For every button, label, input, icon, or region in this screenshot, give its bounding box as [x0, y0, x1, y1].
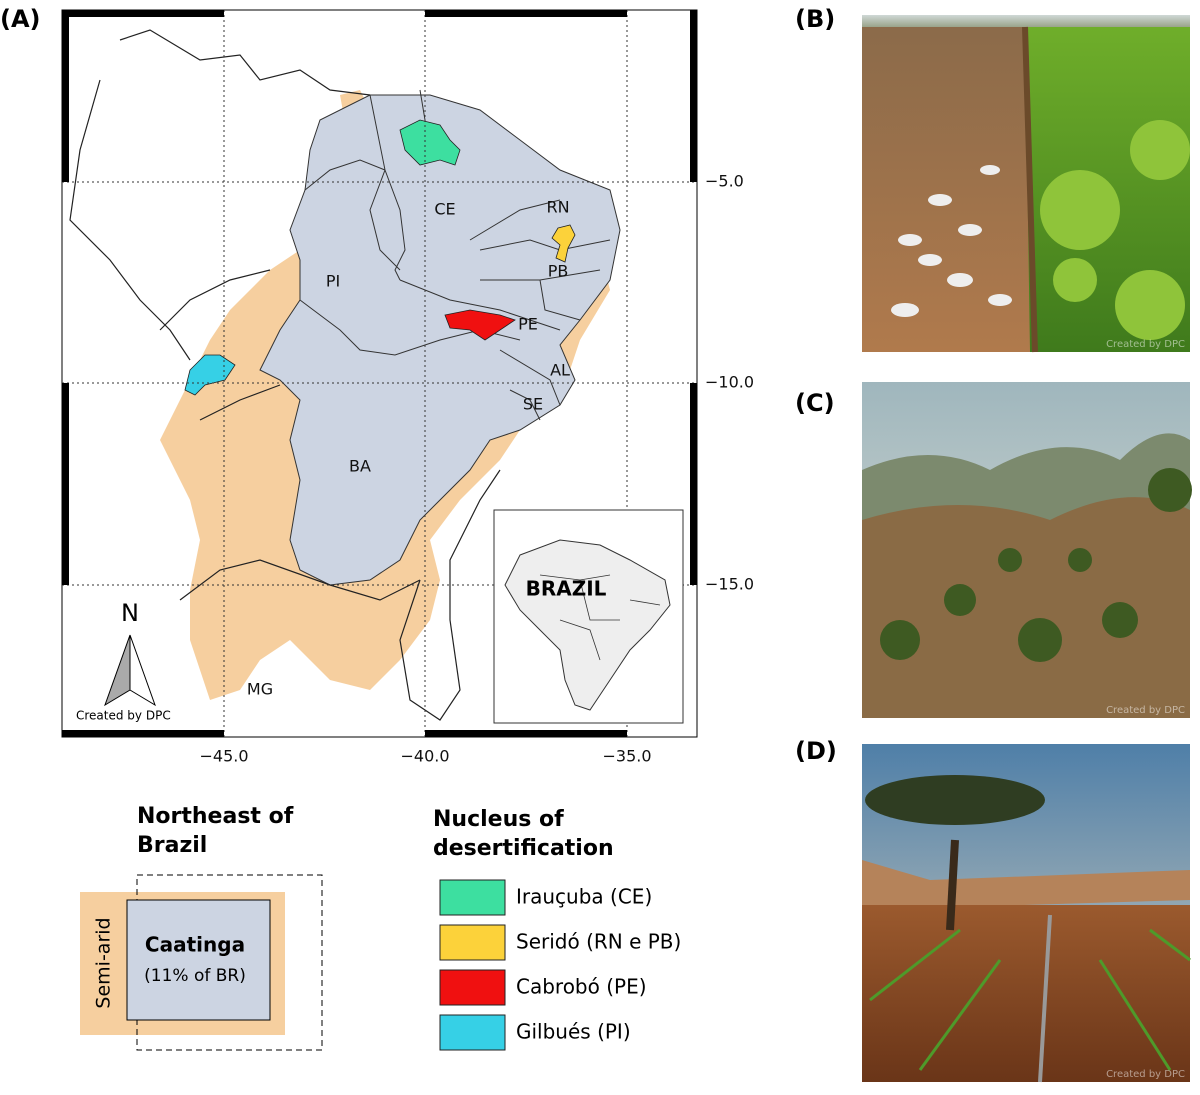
legend-title: Northeast of [137, 804, 294, 829]
photo: Created by DPC [862, 382, 1192, 718]
y-tick-label: −10.0 [705, 373, 754, 392]
map: CE RN PB PI PE AL SE BA MG BRAZIL N Crea… [61, 9, 754, 766]
photo-credit: Created by DPC [1106, 339, 1185, 350]
boundary [69, 29, 501, 721]
inset-country [504, 539, 671, 711]
inset-label: BRAZIL [526, 577, 607, 601]
credit: Created by DPC [76, 709, 171, 723]
legend-label: Gilbués (PI) [516, 1020, 631, 1044]
state-label: PB [548, 262, 569, 281]
north-label: N [121, 599, 139, 627]
legend-swatch [439, 1014, 506, 1051]
state-label: CE [434, 200, 455, 219]
state-label: BA [349, 457, 371, 476]
x-tick-label: −40.0 [400, 747, 449, 766]
photo-field [862, 905, 1190, 1082]
y-tick-label: −15.0 [705, 575, 754, 594]
state-label: AL [550, 361, 570, 380]
legend-swatch [439, 879, 506, 916]
map-border [62, 10, 697, 737]
inset-boundary [539, 574, 661, 661]
photo-credit: Created by DPC [1106, 1069, 1185, 1080]
photo-hills [862, 860, 1190, 910]
photo-pipe [1038, 914, 1052, 1083]
nuclei-legend: Nucleus of desertification Irauçuba (CE)… [433, 807, 681, 1051]
caatinga-swatch [126, 899, 271, 1021]
panel-label: (C) [795, 389, 835, 417]
region-legend: Northeast of Brazil Semi-arid Caatinga (… [80, 804, 323, 1051]
nucleus-area [444, 309, 516, 341]
legend-swatch [439, 924, 506, 961]
photo: Created by DPC [862, 15, 1190, 353]
nucleus-area [551, 224, 576, 263]
y-tick-label: −5.0 [705, 172, 744, 191]
legend-swatch [439, 969, 506, 1006]
x-tick-label: −45.0 [199, 747, 248, 766]
tree-crown [865, 775, 1045, 825]
semi-arid-label: Semi-arid [93, 917, 115, 1008]
legend-label: Cabrobó (PE) [516, 975, 647, 999]
x-tick-label: −35.0 [602, 747, 651, 766]
state-label: SE [523, 395, 543, 414]
legend-title: Brazil [137, 833, 207, 858]
fence [1022, 26, 1038, 353]
photo-credit: Created by DPC [1106, 705, 1185, 716]
caatinga-label: Caatinga [145, 933, 245, 957]
state-label: PE [518, 315, 538, 334]
photo: Created by DPC [862, 744, 1191, 1083]
nucleus-area [399, 119, 461, 166]
legend-label: Seridó (RN e PB) [516, 930, 681, 954]
legend-label: Irauçuba (CE) [516, 885, 652, 909]
photo-terraces [862, 497, 1190, 718]
state-label: RN [546, 198, 569, 217]
panel-label: (D) [795, 737, 837, 765]
photo-sky [862, 15, 1190, 27]
caatinga-note: (11% of BR) [144, 966, 246, 986]
nucleus-area [184, 354, 236, 396]
panel-label: (B) [795, 5, 835, 33]
state-label: PI [326, 272, 340, 291]
panel-label: (A) [0, 5, 41, 33]
legend-title: Nucleus of [433, 807, 564, 832]
tree-trunk [946, 839, 959, 931]
legend-title: desertification [433, 836, 614, 861]
north-arrow [129, 634, 156, 707]
state-label: MG [247, 680, 273, 699]
